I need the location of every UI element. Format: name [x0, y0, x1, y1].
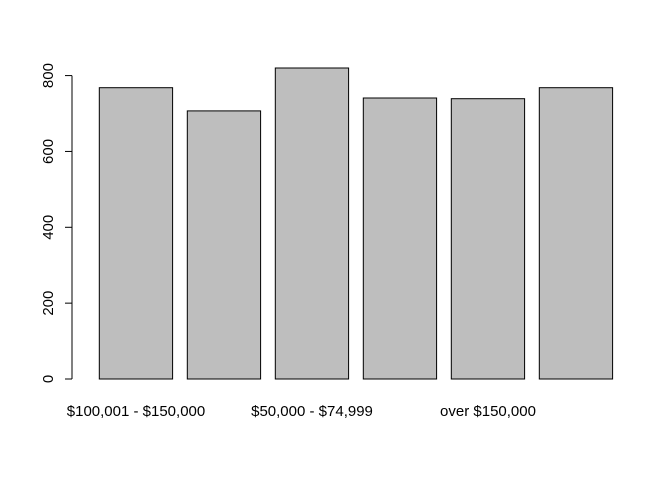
bar: [98, 87, 174, 380]
bar: [538, 87, 614, 380]
y-tick-label: 400: [40, 215, 57, 240]
x-axis-labels: $100,001 - $150,000 $50,000 - $74,999 over…: [67, 403, 536, 420]
x-category-label: $100,001 - $150,000: [67, 403, 205, 420]
y-tick-label: 800: [40, 63, 57, 88]
bar: [186, 110, 262, 380]
y-axis: 0 200 400 600 800: [40, 63, 73, 383]
bar: [274, 67, 350, 380]
x-category-label: $50,000 - $74,999: [251, 403, 373, 420]
y-tick-label: 600: [40, 139, 57, 164]
bar: [362, 97, 438, 380]
bars: [98, 67, 614, 380]
bar: [450, 98, 526, 380]
x-category-label: over $150,000: [440, 403, 536, 420]
y-tick-label: 0: [40, 375, 57, 383]
y-tick-label: 200: [40, 291, 57, 316]
